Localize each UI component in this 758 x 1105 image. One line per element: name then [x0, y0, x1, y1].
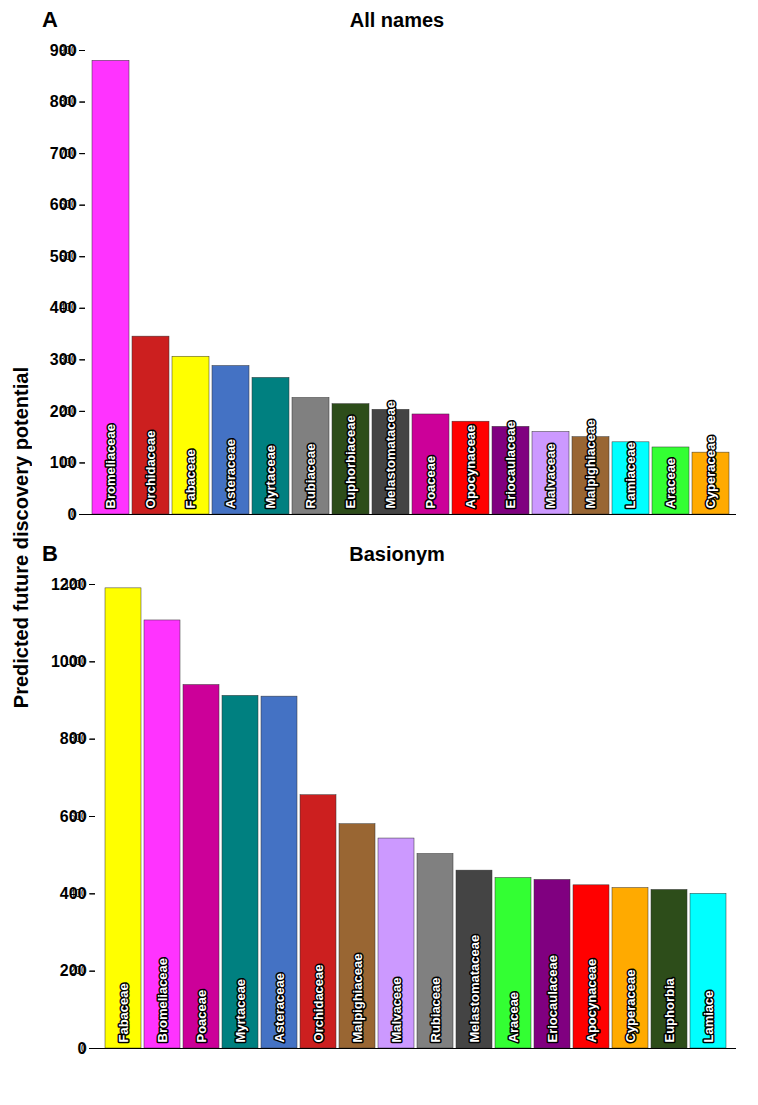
svg-text:Malvaceae: Malvaceae — [389, 977, 404, 1042]
svg-text:Lamiace: Lamiace — [701, 990, 716, 1042]
svg-text:Melastomataceae: Melastomataceae — [383, 401, 398, 509]
svg-text:300: 300 — [50, 351, 77, 368]
svg-text:Rubiaceae: Rubiaceae — [303, 443, 318, 508]
html-text:All names: All names — [349, 8, 445, 31]
svg-text:Myrtaceae: Myrtaceae — [233, 979, 248, 1043]
html-text:A: A — [42, 7, 58, 32]
svg-text:Melastomataceae: Melastomataceae — [467, 935, 482, 1043]
svg-text:1200: 1200 — [51, 576, 87, 593]
svg-text:Orchidaceae: Orchidaceae — [311, 964, 326, 1042]
svg-text:700: 700 — [50, 145, 77, 162]
svg-text:400: 400 — [60, 885, 87, 902]
svg-text:800: 800 — [50, 93, 77, 110]
svg-text:Asteraceae: Asteraceae — [223, 439, 238, 508]
svg-text:Asteraceae: Asteraceae — [272, 973, 287, 1042]
svg-text:Cyperaceae: Cyperaceae — [623, 970, 638, 1043]
svg-text:Euphorbia: Euphorbia — [662, 977, 677, 1042]
html-text:Basionym: Basionym — [349, 542, 445, 565]
svg-text:Cyperaceae: Cyperaceae — [703, 436, 718, 509]
svg-text:Bromeliaceae: Bromeliaceae — [103, 424, 118, 509]
svg-text:Araceae: Araceae — [663, 458, 678, 509]
svg-text:200: 200 — [50, 403, 77, 420]
svg-text:200: 200 — [60, 962, 87, 979]
svg-text:Bromeliaceae: Bromeliaceae — [155, 958, 170, 1043]
svg-text:600: 600 — [50, 196, 77, 213]
svg-text:600: 600 — [60, 808, 87, 825]
svg-text:Rubiaceae: Rubiaceae — [428, 977, 443, 1042]
svg-text:Fabaceae: Fabaceae — [116, 983, 131, 1042]
svg-text:Apocynaceae: Apocynaceae — [463, 425, 478, 509]
svg-text:Lamiaceae: Lamiaceae — [623, 442, 638, 509]
svg-text:400: 400 — [50, 299, 77, 316]
svg-text:Malpighiaceae: Malpighiaceae — [583, 420, 598, 509]
svg-text:500: 500 — [50, 248, 77, 265]
svg-text:Poaceae: Poaceae — [194, 990, 209, 1043]
svg-text:Eriocaulaceae: Eriocaulaceae — [545, 955, 560, 1042]
svg-text:Malpighiaceae: Malpighiaceae — [350, 954, 365, 1043]
svg-text:Malvaceae: Malvaceae — [543, 443, 558, 508]
svg-text:Poaceae: Poaceae — [423, 456, 438, 509]
svg-text:900: 900 — [50, 42, 77, 59]
svg-text:Araceae: Araceae — [506, 992, 521, 1043]
svg-text:0: 0 — [78, 1040, 87, 1057]
svg-text:1000: 1000 — [51, 653, 87, 670]
svg-text:Orchidaceae: Orchidaceae — [143, 430, 158, 508]
html-text:B: B — [42, 541, 58, 566]
svg-text:800: 800 — [60, 730, 87, 747]
svg-text:0: 0 — [68, 506, 77, 523]
html-text:Predicted future discovery pot: Predicted future discovery potential — [9, 367, 32, 709]
svg-text:Apocynaceae: Apocynaceae — [584, 959, 599, 1043]
svg-text:Myrtaceae: Myrtaceae — [263, 445, 278, 509]
svg-text:Eriocaulaceae: Eriocaulaceae — [503, 421, 518, 508]
svg-text:Euphorbiaceae: Euphorbiaceae — [343, 415, 358, 508]
svg-text:100: 100 — [50, 454, 77, 471]
svg-text:Fabaceae: Fabaceae — [183, 449, 198, 508]
